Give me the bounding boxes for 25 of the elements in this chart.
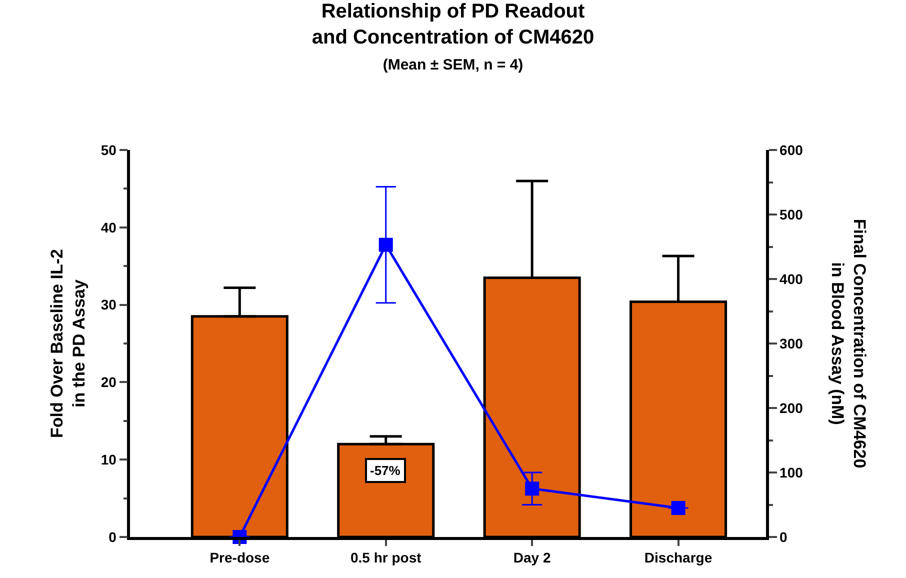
y-tick-label: 0: [108, 528, 117, 545]
y2-axis-title: Final Concentration of CM4620 in Blood Assay (nM): [828, 218, 870, 468]
chart-title: Relationship of PD Readout and Concentration of CM4620: [312, 0, 594, 48]
x-tick-label: Discharge: [644, 550, 712, 566]
point: [378, 238, 393, 252]
y-tick-label: 30: [100, 296, 117, 313]
y2-tick-label: 400: [780, 270, 804, 287]
x-tick-label: 0.5 hr post: [350, 550, 422, 566]
x-tick-label: Day 2: [513, 550, 551, 566]
y-tick-label: 50: [100, 142, 117, 158]
annotation: -57%: [370, 463, 401, 478]
y-tick-label: 10: [100, 452, 117, 468]
y2-tick-label: 100: [780, 464, 804, 480]
y2-tick-label: 500: [780, 206, 804, 222]
y-axis-title: Fold Over Baseline IL-2 in the PD Assay: [47, 249, 88, 438]
y2-tick-label: 0: [780, 528, 788, 545]
y-tick-label: 20: [100, 374, 117, 390]
y2-tick-label: 200: [780, 400, 804, 416]
point: [525, 482, 540, 496]
y-tick-label: 40: [100, 219, 117, 236]
chart-subtitle: (Mean ± SEM, n = 4): [382, 56, 524, 74]
point: [671, 500, 686, 515]
y2-tick-label: 300: [780, 335, 804, 352]
x-tick-label: Pre-dose: [210, 550, 270, 566]
y2-tick-label: 600: [780, 142, 804, 158]
